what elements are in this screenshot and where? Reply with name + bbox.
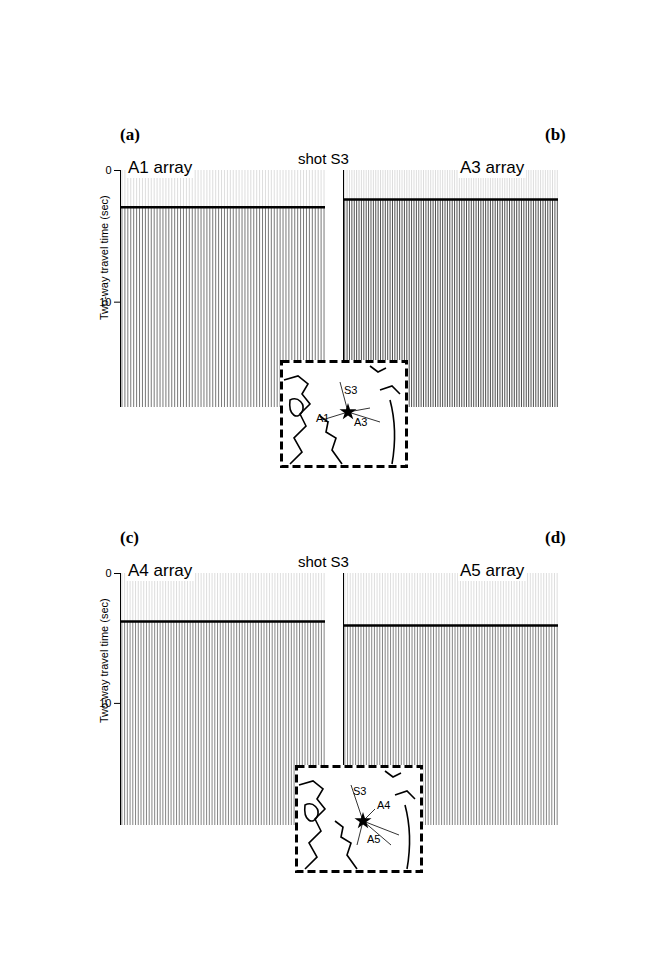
html-text:A3 array: A3 array <box>460 158 525 177</box>
html-text:Two-way travel time (sec): Two-way travel time (sec) <box>98 195 110 320</box>
svg-text:A5: A5 <box>367 833 380 845</box>
html-text:shot S3: shot S3 <box>298 553 349 570</box>
html-text:Two-way travel time (sec): Two-way travel time (sec) <box>98 598 110 723</box>
svg-text:0: 0 <box>105 568 111 579</box>
svg-text:S3: S3 <box>353 785 366 797</box>
html-text:A1 array: A1 array <box>128 158 193 177</box>
svg-text:A1: A1 <box>316 412 329 424</box>
html-text:(b): (b) <box>545 125 566 144</box>
svg-text:A4: A4 <box>377 799 390 811</box>
svg-text:S3: S3 <box>344 384 357 396</box>
html-text:(c): (c) <box>120 528 139 547</box>
svg-text:A3: A3 <box>354 416 367 428</box>
html-text:A5 array: A5 array <box>460 561 525 580</box>
html-text:A4 array: A4 array <box>128 561 193 580</box>
html-text:shot S3: shot S3 <box>298 150 349 167</box>
html-text:(a): (a) <box>120 125 140 144</box>
svg-text:0: 0 <box>105 165 111 176</box>
html-text:(d): (d) <box>545 528 566 547</box>
